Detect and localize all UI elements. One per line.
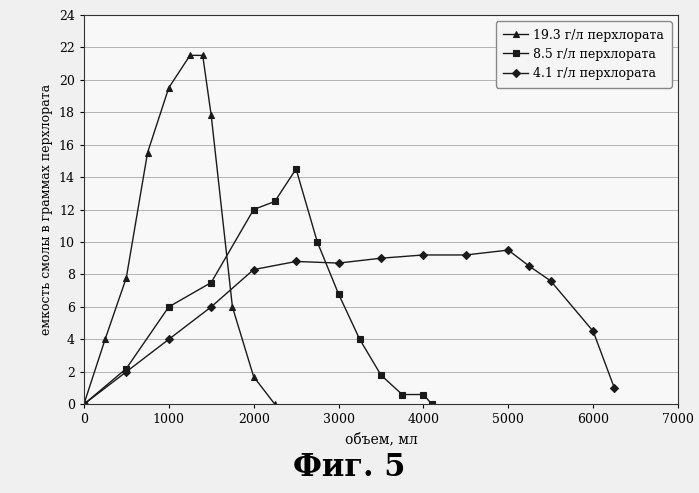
4.1 г/л перхлората — [461, 252, 470, 258]
4.1 г/л перхлората — [419, 252, 428, 258]
8.5 г/л перхлората — [122, 366, 131, 372]
4.1 г/л перхлората — [250, 267, 258, 273]
19.3 г/л перхлората — [143, 150, 152, 156]
19.3 г/л перхлората — [199, 52, 207, 58]
8.5 г/л перхлората — [356, 336, 364, 342]
19.3 г/л перхлората — [207, 112, 215, 118]
8.5 г/л перхлората — [271, 199, 279, 205]
8.5 г/л перхлората — [377, 372, 385, 378]
8.5 г/л перхлората — [250, 207, 258, 212]
8.5 г/л перхлората — [207, 280, 215, 285]
8.5 г/л перхлората — [419, 391, 428, 397]
4.1 г/л перхлората — [207, 304, 215, 310]
19.3 г/л перхлората — [228, 304, 236, 310]
19.3 г/л перхлората — [186, 52, 194, 58]
Line: 4.1 г/л перхлората: 4.1 г/л перхлората — [81, 247, 617, 407]
Y-axis label: емкость смолы в граммах перхлората: емкость смолы в граммах перхлората — [41, 84, 53, 335]
4.1 г/л перхлората — [610, 385, 619, 391]
X-axis label: объем, мл: объем, мл — [345, 432, 417, 446]
19.3 г/л перхлората — [164, 85, 173, 91]
4.1 г/л перхлората — [504, 247, 512, 253]
4.1 г/л перхлората — [80, 401, 88, 407]
8.5 г/л перхлората — [428, 401, 436, 407]
19.3 г/л перхлората — [80, 401, 88, 407]
4.1 г/л перхлората — [547, 278, 555, 284]
Line: 19.3 г/л перхлората: 19.3 г/л перхлората — [81, 53, 278, 407]
4.1 г/л перхлората — [334, 260, 343, 266]
19.3 г/л перхлората — [271, 401, 279, 407]
19.3 г/л перхлората — [250, 374, 258, 380]
8.5 г/л перхлората — [334, 291, 343, 297]
19.3 г/л перхлората — [101, 336, 109, 342]
8.5 г/л перхлората — [398, 391, 406, 397]
4.1 г/л перхлората — [526, 263, 534, 269]
4.1 г/л перхлората — [589, 328, 598, 334]
4.1 г/л перхлората — [292, 258, 301, 264]
19.3 г/л перхлората — [122, 275, 131, 281]
8.5 г/л перхлората — [313, 239, 322, 245]
Text: Фиг. 5: Фиг. 5 — [294, 452, 405, 483]
8.5 г/л перхлората — [292, 166, 301, 172]
Line: 8.5 г/л перхлората: 8.5 г/л перхлората — [81, 166, 435, 407]
4.1 г/л перхлората — [122, 369, 131, 375]
4.1 г/л перхлората — [377, 255, 385, 261]
Legend: 19.3 г/л перхлората, 8.5 г/л перхлората, 4.1 г/л перхлората: 19.3 г/л перхлората, 8.5 г/л перхлората,… — [496, 21, 672, 88]
8.5 г/л перхлората — [80, 401, 88, 407]
4.1 г/л перхлората — [164, 336, 173, 342]
8.5 г/л перхлората — [164, 304, 173, 310]
